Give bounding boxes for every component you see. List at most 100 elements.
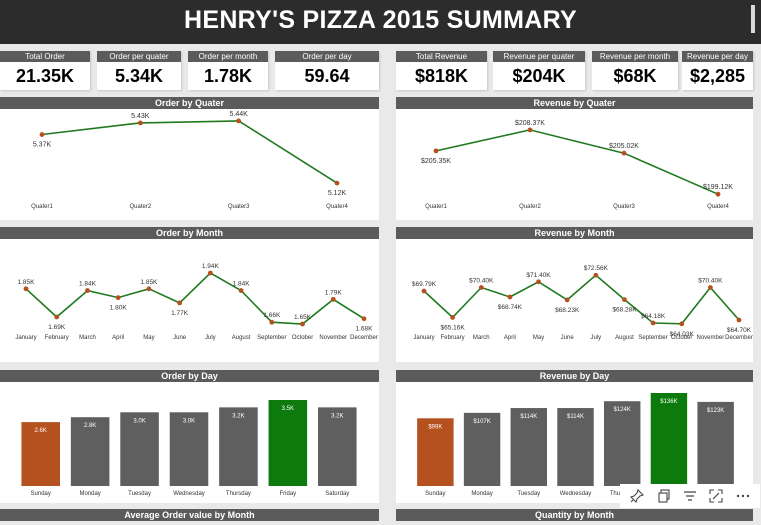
- focus-icon[interactable]: [707, 487, 725, 505]
- data-point[interactable]: [527, 127, 533, 133]
- revenue-by-quater-svg: $205.35K Quater1 $208.37K Quater2 $205.02K Qu…: [421, 120, 733, 210]
- kpi-revenue-per-month[interactable]: Revenue per month $68K: [592, 51, 678, 90]
- filter-icon[interactable]: [681, 487, 699, 505]
- data-point[interactable]: [177, 300, 183, 306]
- data-label: 1.80K: [110, 305, 128, 312]
- revenue-by-month-svg: $69.79K January $65.16K February $70.40K Marc…: [412, 265, 753, 341]
- kpi-order-per-day[interactable]: Order per day 59.64: [275, 51, 379, 90]
- bar[interactable]: [219, 407, 258, 486]
- tick-label: Quater1: [31, 204, 53, 210]
- scrollbar[interactable]: [751, 5, 755, 33]
- data-point[interactable]: [207, 270, 213, 276]
- bar[interactable]: [697, 401, 734, 486]
- kpi-revenue-per-quater[interactable]: Revenue per quater $204K: [493, 51, 585, 90]
- data-point[interactable]: [450, 314, 456, 320]
- kpi-order-per-month[interactable]: Order per month 1.78K: [188, 51, 268, 90]
- tick-label: Quater3: [228, 204, 250, 210]
- data-point[interactable]: [115, 295, 121, 301]
- tick-label: Quater4: [326, 204, 348, 210]
- data-label: $68.74K: [498, 304, 523, 311]
- tick-label: Quater3: [613, 204, 635, 210]
- tick-label: June: [173, 335, 187, 341]
- data-point[interactable]: [269, 319, 275, 325]
- tick-label: April: [112, 335, 124, 341]
- data-point[interactable]: [421, 288, 427, 294]
- data-point[interactable]: [330, 296, 336, 302]
- series-line: [41, 120, 338, 184]
- bar[interactable]: [268, 400, 308, 486]
- data-point[interactable]: [23, 286, 29, 292]
- bar[interactable]: [318, 407, 357, 486]
- data-point[interactable]: [650, 320, 656, 326]
- data-point[interactable]: [621, 150, 627, 156]
- data-point[interactable]: [433, 148, 439, 154]
- kpi-revenue-per-day[interactable]: Revenue per day $2,285: [682, 51, 753, 90]
- bar[interactable]: [21, 422, 60, 486]
- kpi-value: 21.35K: [15, 66, 75, 86]
- data-point[interactable]: [593, 272, 599, 278]
- data-label: 1.79K: [325, 289, 343, 296]
- chart-revenue-by-day[interactable]: Revenue by Day $99K Sunday $107K Monday $114…: [396, 370, 753, 503]
- data-point[interactable]: [507, 294, 513, 300]
- chart-revenue-by-quater[interactable]: Revenue by Quater $205.35K Quater1 $208.37…: [396, 97, 753, 220]
- section-average-order-value[interactable]: Average Order value by Month: [0, 509, 379, 521]
- kpi-value: 5.34K: [114, 66, 164, 86]
- data-point[interactable]: [715, 191, 721, 197]
- tick-label: May: [533, 335, 544, 341]
- data-point[interactable]: [361, 316, 367, 322]
- data-point[interactable]: [564, 297, 570, 303]
- bar[interactable]: [463, 412, 501, 486]
- bar[interactable]: [169, 412, 209, 486]
- kpi-total-order[interactable]: Total Order 21.35K: [0, 51, 90, 90]
- data-point[interactable]: [478, 285, 484, 290]
- kpi-label: Revenue per day: [682, 51, 753, 62]
- data-label: $72.56K: [584, 265, 609, 272]
- tick-label: October: [671, 335, 692, 341]
- chart-order-by-quater[interactable]: Order by Quater 5.37K Quater1 5.43K Quater2…: [0, 97, 379, 220]
- section-quantity-by-month[interactable]: Quantity by Month: [396, 509, 753, 521]
- data-point[interactable]: [736, 317, 742, 323]
- data-point[interactable]: [85, 288, 90, 293]
- tick-label: October: [292, 335, 313, 341]
- data-point[interactable]: [300, 321, 305, 327]
- bar[interactable]: [603, 401, 641, 486]
- chart-revenue-by-month[interactable]: Revenue by Month $69.79K January $65.16K Fe…: [396, 227, 753, 362]
- bar[interactable]: [417, 418, 454, 486]
- kpi-value: $2,285: [689, 66, 746, 86]
- data-point[interactable]: [146, 286, 152, 292]
- kpi-label: Revenue per month: [592, 51, 678, 62]
- tick-label: April: [504, 335, 516, 341]
- pin-icon[interactable]: [628, 487, 646, 505]
- data-point[interactable]: [334, 180, 340, 186]
- bar[interactable]: [510, 408, 548, 486]
- data-label: $64.18K: [641, 313, 666, 320]
- data-point[interactable]: [54, 314, 60, 320]
- data-point[interactable]: [707, 285, 713, 290]
- data-point[interactable]: [137, 120, 143, 126]
- kpi-label: Total Revenue: [396, 51, 487, 62]
- kpi-total-revenue[interactable]: Total Revenue $818K: [396, 51, 487, 90]
- tick-label: November: [319, 335, 347, 341]
- data-point[interactable]: [536, 279, 541, 285]
- chart-order-by-month[interactable]: Order by Month 1.85K January 1.69K February…: [0, 227, 379, 362]
- data-point[interactable]: [622, 297, 627, 303]
- data-point[interactable]: [39, 132, 45, 137]
- data-point[interactable]: [238, 288, 244, 293]
- series-line: [25, 272, 365, 325]
- tick-label: December: [350, 335, 378, 341]
- bar[interactable]: [557, 408, 594, 486]
- more-icon[interactable]: [734, 487, 752, 505]
- data-label: $114K: [520, 414, 537, 420]
- bar[interactable]: [650, 393, 688, 486]
- bar[interactable]: [120, 412, 159, 486]
- copy-icon[interactable]: [655, 487, 673, 505]
- chart-order-by-day[interactable]: Order by Day 2.6K Sunday 2.8K Monday 3.0K Tue…: [0, 370, 379, 503]
- kpi-order-per-quater[interactable]: Order per quater 5.34K: [97, 51, 181, 90]
- data-point[interactable]: [236, 118, 242, 124]
- tick-label: November: [697, 335, 725, 341]
- data-point[interactable]: [679, 321, 685, 327]
- tick-label: September: [257, 335, 286, 341]
- bar[interactable]: [70, 417, 110, 486]
- tick-label: Friday: [280, 491, 297, 497]
- data-label: 1.65K: [294, 314, 312, 321]
